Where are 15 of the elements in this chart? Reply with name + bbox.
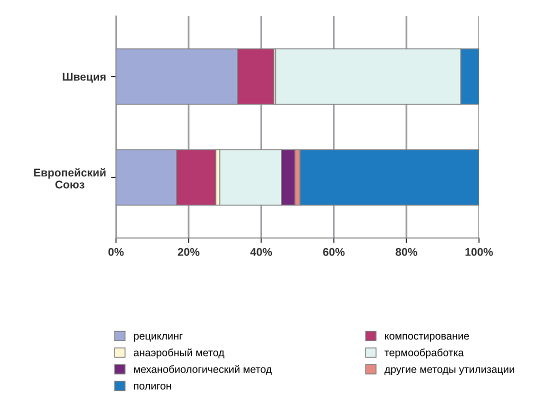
- x-tick-label: 80%: [396, 248, 418, 256]
- legend-label: компостирование: [385, 334, 469, 342]
- legend-label: рециклинг: [134, 334, 183, 342]
- x-tick-label: 20%: [178, 248, 200, 256]
- x-tick-label: 40%: [250, 248, 272, 256]
- y-tick-label: Швеция: [62, 72, 106, 83]
- legend-label: термообработка: [384, 348, 464, 358]
- x-tick-label: 100%: [465, 248, 493, 256]
- x-tick-label: 60%: [323, 248, 345, 256]
- y-tick-label: Европейский Союз: [34, 168, 106, 188]
- x-tick-label: 0%: [108, 248, 124, 256]
- legend-label: анаэробный метод: [134, 348, 224, 358]
- legend-label: механобиологический метод: [134, 365, 272, 375]
- legend-label: полигон: [134, 384, 171, 390]
- legend-label: другие методы утилизации: [384, 367, 514, 375]
